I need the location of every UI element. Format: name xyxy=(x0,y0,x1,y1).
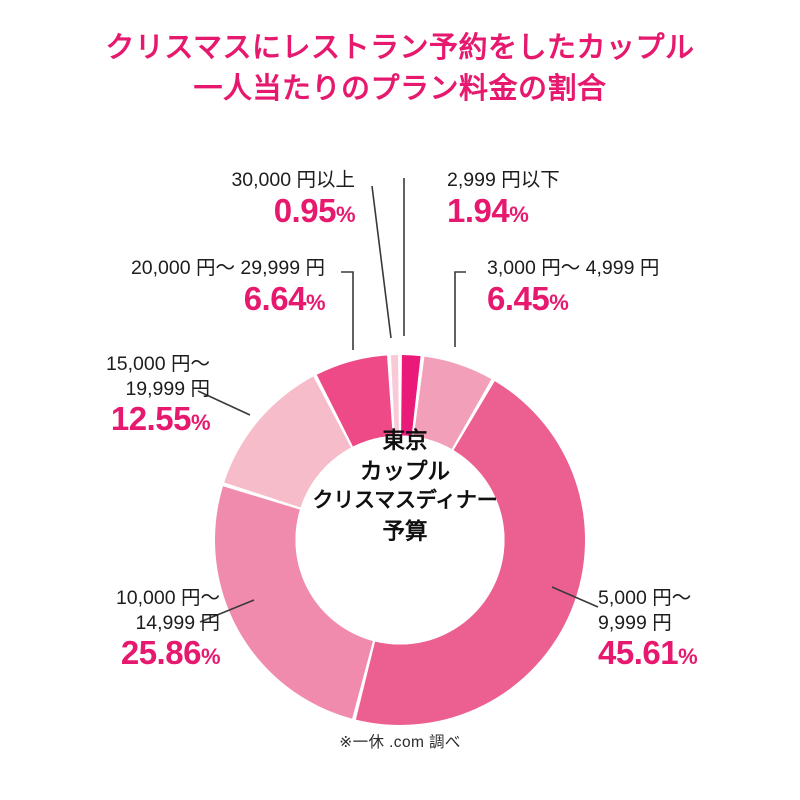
callout-leader-line xyxy=(197,390,251,416)
page-title: クリスマスにレストラン予約をしたカップル 一人当たりのプラン料金の割合 xyxy=(0,28,800,110)
callout-3000-percent: 6.45% xyxy=(487,279,767,318)
callout-2999-category: 2,999 円以下 xyxy=(447,169,560,191)
callout-2999-percent: 1.94% xyxy=(447,191,687,230)
callout-2999-unit: % xyxy=(509,201,529,227)
callout-2999-value: 1.94 xyxy=(447,191,510,229)
callout-10000-category-line-2: 14,999 円 xyxy=(135,611,220,634)
callout-10000-percent: 25.86% xyxy=(10,634,221,672)
callout-5000-to-9999-yen: 5,000 円〜 9,999 円 45.61% xyxy=(598,586,798,672)
callout-5000-category-line-1: 5,000 円〜 xyxy=(598,587,692,609)
callout-10000-category-line-1: 10,000 円〜 xyxy=(115,587,220,609)
callout-leader-line xyxy=(454,271,466,347)
page-title-line-1: クリスマスにレストラン予約をしたカップル xyxy=(105,32,695,64)
callout-3000-category: 3,000 円〜 4,999 円 xyxy=(487,257,660,279)
callout-15000-to-19999-yen: 15,000 円〜 19,999 円 12.55% xyxy=(10,352,211,438)
callout-20000-category: 20,000 円〜 29,999 円 xyxy=(130,257,325,279)
callout-30000-category: 30,000 円以上 xyxy=(231,169,355,191)
source-note: ※一休 .com 調べ xyxy=(339,734,461,751)
callout-5000-value: 45.61 xyxy=(598,634,679,672)
callout-20000-to-29999-yen: 20,000 円〜 29,999 円 6.64% xyxy=(20,256,326,318)
donut-center-hole xyxy=(295,435,505,645)
callout-30000-unit: % xyxy=(335,201,356,227)
callout-5000-percent: 45.61% xyxy=(598,634,798,672)
callout-15000-category-line-1: 15,000 円〜 xyxy=(105,353,210,375)
callout-15000-category-line-2: 19,999 円 xyxy=(125,377,210,400)
callout-10000-to-14999-yen: 10,000 円〜 14,999 円 25.86% xyxy=(10,586,221,672)
callout-3000-value: 6.45 xyxy=(487,279,550,317)
donut-slice[interactable] xyxy=(390,355,399,436)
leader-line-group xyxy=(197,178,599,623)
donut-slice[interactable] xyxy=(215,486,373,719)
callout-30000-value: 0.95 xyxy=(273,191,337,229)
callout-leader-line xyxy=(199,599,255,623)
callout-5000-unit: % xyxy=(678,644,698,670)
callout-15000-unit: % xyxy=(190,410,211,436)
donut-slice[interactable] xyxy=(355,381,586,725)
donut-slice[interactable] xyxy=(224,376,352,508)
donut-slice[interactable] xyxy=(401,355,421,437)
callout-30000-yen-and-above: 30,000 円以上 0.95% xyxy=(105,168,355,230)
callout-20000-unit: % xyxy=(305,289,326,315)
page-title-line-2: 一人当たりのプラン料金の割合 xyxy=(193,73,607,106)
callout-30000-percent: 0.95% xyxy=(105,191,356,230)
callout-15000-percent: 12.55% xyxy=(10,400,211,438)
callout-5000-category-line-2: 9,999 円 xyxy=(598,611,672,634)
donut-slice[interactable] xyxy=(316,355,393,447)
callout-10000-unit: % xyxy=(200,644,221,670)
callout-15000-value: 12.55 xyxy=(110,400,192,438)
callout-leader-line xyxy=(551,586,599,608)
callout-10000-value: 25.86 xyxy=(120,634,202,672)
donut-slice[interactable] xyxy=(413,356,492,450)
callout-20000-value: 6.64 xyxy=(243,279,307,317)
callout-2999-yen-and-below: 2,999 円以下 1.94% xyxy=(447,168,687,230)
callout-20000-percent: 6.64% xyxy=(20,279,326,318)
callout-leader-line xyxy=(371,185,392,339)
donut-slice-group xyxy=(215,355,586,725)
callout-leader-line xyxy=(341,271,354,350)
callout-3000-to-4999-yen: 3,000 円〜 4,999 円 6.45% xyxy=(487,256,767,318)
callout-3000-unit: % xyxy=(549,289,569,315)
